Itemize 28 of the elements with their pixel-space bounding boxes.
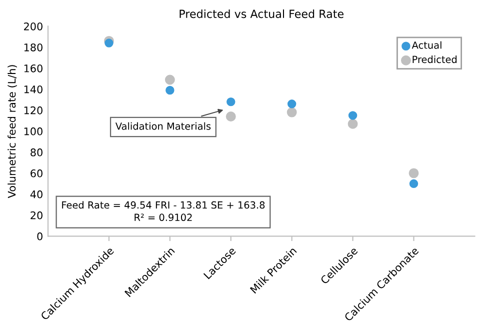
point bbox=[286, 107, 297, 118]
point bbox=[409, 179, 418, 188]
legend-label: Predicted bbox=[412, 56, 457, 64]
y-tick-label: 180 bbox=[24, 43, 42, 52]
y-tick-label: 0 bbox=[37, 232, 42, 240]
y-tick-label: 40 bbox=[30, 190, 42, 198]
point bbox=[408, 168, 419, 178]
y-tick-label: 60 bbox=[30, 169, 42, 178]
point bbox=[104, 38, 114, 48]
y-tick-label: 120 bbox=[24, 106, 42, 114]
point bbox=[348, 111, 358, 120]
chart-title: Predicted vs Actual Feed Rate bbox=[180, 9, 344, 18]
point bbox=[226, 112, 236, 122]
annotation: Validation Materials bbox=[115, 122, 211, 130]
y-tick-label: 20 bbox=[30, 211, 42, 220]
annotation: Feed Rate = 49.54 FRI - 13.81 SE + 163.8 R² = 0.9102 bbox=[62, 201, 265, 222]
legend-label: Actual bbox=[412, 41, 442, 49]
point bbox=[164, 74, 175, 85]
y-tick-label: 200 bbox=[24, 22, 42, 30]
point bbox=[166, 86, 174, 95]
point bbox=[348, 118, 358, 129]
y-tick-label: 100 bbox=[24, 127, 42, 136]
point bbox=[226, 97, 236, 106]
y-tick-label: 80 bbox=[30, 148, 42, 156]
y-axis-title: Volumetric feed rate (L/h) bbox=[8, 65, 17, 198]
y-tick-label: 140 bbox=[24, 85, 42, 94]
point bbox=[287, 100, 296, 108]
y-tick-label: 160 bbox=[24, 64, 42, 72]
